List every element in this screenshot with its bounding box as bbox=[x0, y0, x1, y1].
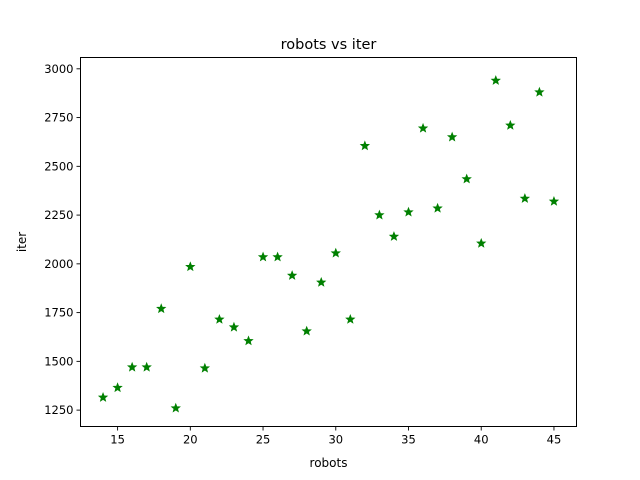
data-points bbox=[97, 75, 560, 413]
y-tick-label: 3000 bbox=[44, 62, 73, 76]
y-tick-label: 1750 bbox=[44, 306, 73, 320]
data-point bbox=[228, 321, 240, 332]
x-tick-label: 45 bbox=[547, 433, 562, 447]
data-point bbox=[388, 231, 400, 241]
data-point bbox=[374, 209, 385, 220]
y-tick-label: 2500 bbox=[44, 159, 73, 173]
data-point bbox=[243, 335, 254, 346]
data-point bbox=[548, 196, 560, 206]
x-tick-label: 40 bbox=[474, 433, 489, 447]
data-point bbox=[185, 261, 196, 272]
x-tick-label: 30 bbox=[328, 433, 343, 447]
data-point bbox=[112, 382, 123, 393]
y-tick-label: 1250 bbox=[44, 403, 73, 417]
x-tick-label: 15 bbox=[110, 433, 125, 447]
x-tick-label: 35 bbox=[401, 433, 416, 447]
chart-title: robots vs iter bbox=[281, 37, 377, 53]
data-point bbox=[534, 86, 545, 97]
data-point bbox=[519, 193, 531, 203]
plot-frame bbox=[80, 57, 577, 427]
data-point bbox=[214, 314, 225, 324]
data-point bbox=[199, 362, 211, 373]
data-point bbox=[345, 314, 356, 324]
data-point bbox=[403, 206, 414, 217]
data-point bbox=[432, 202, 443, 213]
data-point bbox=[446, 131, 458, 142]
data-point bbox=[141, 361, 152, 372]
data-point bbox=[156, 303, 167, 314]
data-point bbox=[316, 276, 327, 287]
data-point bbox=[97, 392, 109, 402]
data-point bbox=[476, 237, 487, 248]
data-point bbox=[170, 402, 181, 413]
data-point bbox=[490, 75, 501, 85]
x-tick-label: 25 bbox=[256, 433, 271, 447]
y-tick-label: 2750 bbox=[44, 111, 73, 125]
data-point bbox=[301, 325, 312, 336]
y-axis-ticks: 1250 1500 1750 2000 2250 2500 2750 3000 bbox=[44, 62, 81, 417]
y-tick-label: 1500 bbox=[44, 354, 73, 368]
x-axis-label: robots bbox=[310, 456, 348, 470]
y-axis-label: iter bbox=[15, 232, 29, 252]
x-tick-label: 20 bbox=[183, 433, 198, 447]
data-point bbox=[330, 247, 341, 258]
data-point bbox=[126, 361, 138, 372]
data-point bbox=[505, 119, 516, 130]
y-tick-label: 2250 bbox=[44, 208, 73, 222]
y-tick-label: 2000 bbox=[44, 257, 73, 271]
data-point bbox=[417, 122, 429, 133]
data-point bbox=[272, 251, 283, 262]
data-point bbox=[359, 140, 371, 151]
data-point bbox=[286, 270, 298, 280]
x-axis-ticks: 15 20 25 30 35 40 45 bbox=[110, 426, 562, 447]
data-point bbox=[257, 251, 269, 262]
data-point bbox=[461, 173, 472, 184]
